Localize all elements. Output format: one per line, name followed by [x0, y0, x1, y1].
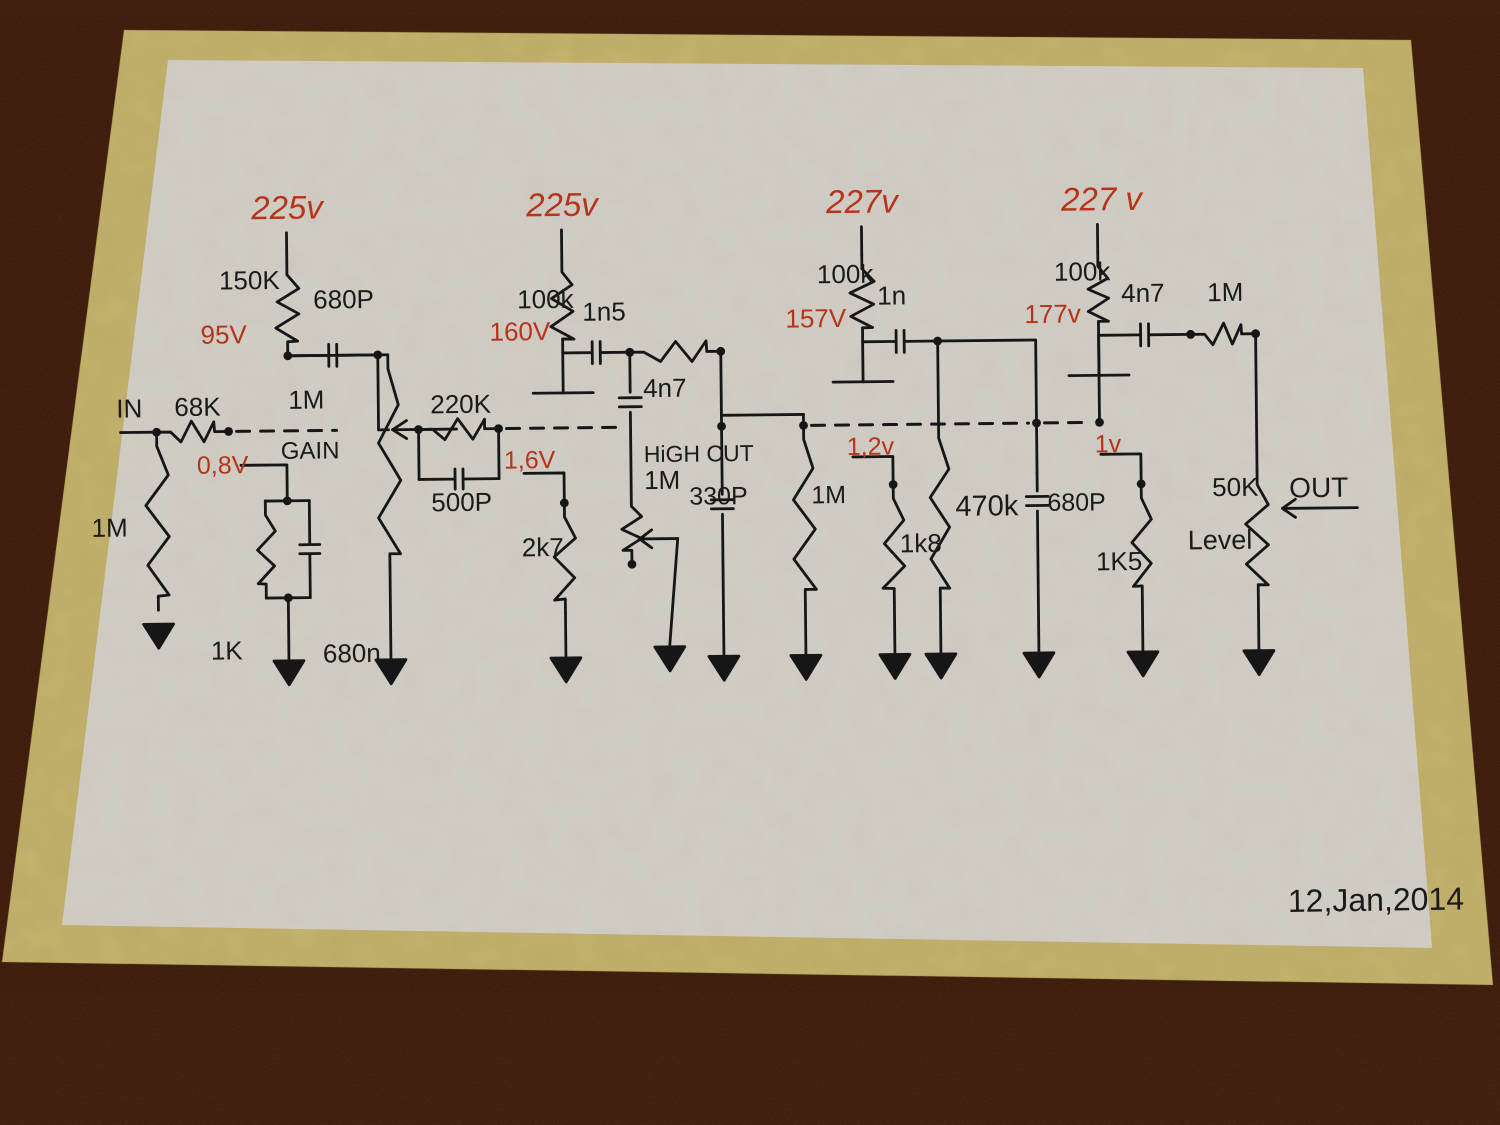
svg-text:157V: 157V	[785, 303, 847, 334]
svg-text:227 v: 227 v	[1060, 180, 1145, 218]
svg-text:1,6V: 1,6V	[504, 446, 556, 475]
svg-text:1M: 1M	[644, 465, 680, 495]
svg-text:1M: 1M	[288, 384, 324, 414]
svg-text:500P: 500P	[431, 487, 492, 518]
svg-text:1,2v: 1,2v	[847, 432, 895, 460]
svg-text:50K: 50K	[1212, 472, 1259, 502]
svg-text:4n7: 4n7	[643, 373, 687, 403]
svg-text:1K5: 1K5	[1096, 546, 1143, 576]
svg-text:470k: 470k	[955, 490, 1019, 523]
svg-text:680P: 680P	[1047, 488, 1106, 517]
svg-text:1n5: 1n5	[582, 296, 626, 326]
svg-text:4n7: 4n7	[1121, 278, 1165, 308]
svg-text:330P: 330P	[689, 482, 748, 511]
svg-text:1K: 1K	[211, 635, 244, 665]
svg-text:1M: 1M	[1207, 277, 1243, 307]
svg-text:1M: 1M	[91, 513, 127, 543]
svg-text:100k: 100k	[517, 284, 575, 315]
svg-text:IN: IN	[116, 393, 142, 423]
svg-text:Level: Level	[1188, 525, 1253, 556]
svg-text:1M: 1M	[811, 481, 846, 509]
svg-text:12,Jan,2014: 12,Jan,2014	[1288, 881, 1465, 919]
svg-text:160V: 160V	[489, 316, 551, 347]
svg-text:2k7: 2k7	[522, 532, 564, 562]
svg-text:68K: 68K	[174, 392, 221, 422]
svg-text:177v: 177v	[1024, 299, 1081, 330]
svg-text:150K: 150K	[219, 265, 281, 296]
svg-text:680P: 680P	[313, 284, 374, 315]
svg-text:227v: 227v	[825, 182, 900, 220]
svg-text:OUT: OUT	[1289, 472, 1348, 504]
svg-text:0,8V: 0,8V	[197, 451, 249, 480]
svg-text:680n: 680n	[323, 638, 381, 669]
svg-text:1n: 1n	[877, 280, 906, 310]
svg-text:225v: 225v	[525, 186, 600, 224]
svg-text:95V: 95V	[200, 319, 247, 349]
svg-text:100k: 100k	[1054, 256, 1112, 287]
svg-text:GAIN: GAIN	[281, 437, 340, 465]
svg-text:HiGH CUT: HiGH CUT	[644, 440, 754, 467]
svg-text:220K: 220K	[430, 389, 492, 420]
svg-text:225v: 225v	[250, 188, 325, 226]
svg-text:1v: 1v	[1095, 430, 1122, 458]
svg-text:100k: 100k	[817, 259, 875, 290]
svg-text:1k8: 1k8	[900, 528, 942, 558]
